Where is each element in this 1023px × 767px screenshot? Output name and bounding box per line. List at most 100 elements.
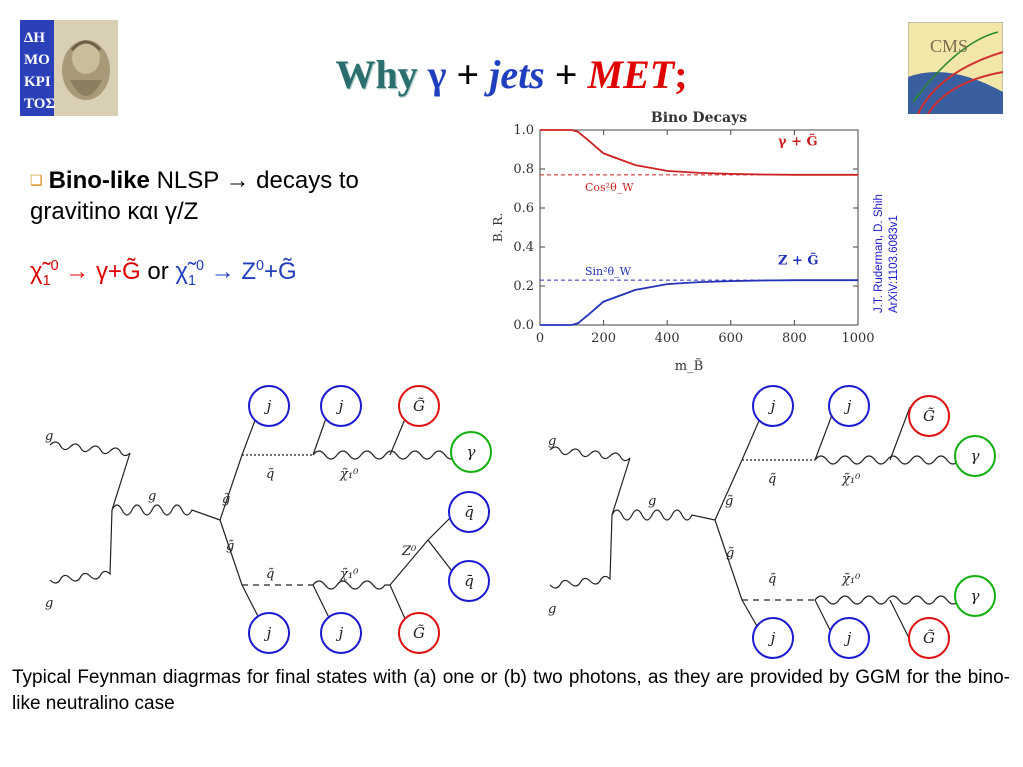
label-squark-top-b: q̃ <box>768 472 776 487</box>
label-gluon-top-b: g <box>548 434 556 449</box>
bino-decays-svg: Bino Decays 0.0 0.2 0.4 0.6 0.8 1.0 0 200 400 600 8… <box>491 110 875 374</box>
chi-red-sup: 0 <box>50 258 59 274</box>
particle-label: j <box>266 397 272 415</box>
label-z-boson: Z⁰ <box>401 544 417 559</box>
particle-label: j <box>338 397 344 415</box>
title-plus-2: + <box>554 52 578 97</box>
particle-label: j <box>770 629 776 647</box>
x-tick-label: 600 <box>718 331 743 346</box>
bullet-text-2: gravitino και γ/Z <box>30 198 199 225</box>
particle-circle: G̃ <box>908 395 950 437</box>
y-tick-label: 0.2 <box>513 279 534 294</box>
label-gluino-bottom-b: g̃ <box>726 546 734 561</box>
y-tick-label: 0.6 <box>513 201 534 216</box>
x-axis-label: m_B̃ <box>675 358 703 374</box>
series-label: Z + G̃ <box>778 252 819 268</box>
title-plus-1: + <box>456 52 480 97</box>
particle-circle: q̄ <box>448 560 490 602</box>
particle-label: γ <box>970 587 980 605</box>
particle-label: G̃ <box>923 629 935 647</box>
x-tick-label: 400 <box>655 331 680 346</box>
series-line-z <box>540 279 858 326</box>
particle-label: j <box>846 397 852 415</box>
particle-circle: q̄ <box>448 491 490 533</box>
label-neutralino-top-b: χ̃₁⁰ <box>841 472 861 487</box>
x-tick-label: 0 <box>536 331 544 346</box>
chi-blue-sup: 0 <box>195 258 204 274</box>
label-neutralino-bottom-b: χ̃₁⁰ <box>841 572 861 587</box>
bullet-strong: Bino-like <box>48 167 150 194</box>
reference-citation: J.T. Ruderman, D. Shih ArXiV:1103.6083v1 <box>866 165 906 315</box>
page-title: Why γ + jets + MET; <box>0 50 1023 100</box>
particle-circle: G̃ <box>398 385 440 427</box>
particle-circle: j <box>320 385 362 427</box>
series-line-photon <box>540 129 858 176</box>
decay-line: χ̃10 → γ+G̃ or χ̃10 → Z0+G̃ <box>30 258 297 289</box>
title-why: Why <box>335 52 418 97</box>
reference-line-label: Cos²θ_W <box>585 181 634 194</box>
particle-label: j <box>266 624 272 642</box>
particle-circle: γ <box>450 431 492 473</box>
particle-circle: G̃ <box>908 617 950 659</box>
bullet-square-icon: ❑ <box>30 172 43 188</box>
label-gluon-bottom-b: g <box>548 602 556 617</box>
x-tick-label: 1000 <box>841 331 874 346</box>
decay-or: or <box>140 258 176 285</box>
series-label: γ + G̃ <box>778 133 818 149</box>
particle-circle: j <box>828 385 870 427</box>
feynman-diagram-a: .ln { stroke:#222; stroke-width:1.2; fil… <box>30 385 510 655</box>
title-semicolon: ; <box>674 52 688 97</box>
particle-label: G̃ <box>923 407 935 425</box>
particle-circle: γ <box>954 575 996 617</box>
particle-label: q̄ <box>464 503 474 521</box>
label-gluon-bottom: g <box>45 596 53 611</box>
reference-line-label: Sin²θ_W <box>585 265 632 278</box>
figure-caption: Typical Feynman diagrmas for final state… <box>12 667 1010 714</box>
particle-circle: j <box>752 617 794 659</box>
cms-logo: CMS <box>907 21 1004 115</box>
particle-circle: γ <box>954 435 996 477</box>
label-gluino-top: g̃ <box>222 492 230 507</box>
x-tick-label: 200 <box>591 331 616 346</box>
particle-circle: j <box>828 617 870 659</box>
chart-title: Bino Decays <box>651 110 747 126</box>
svg-text:ΤΟΣ: ΤΟΣ <box>24 96 55 112</box>
particle-label: j <box>846 629 852 647</box>
z-sup: 0 <box>256 258 265 274</box>
particle-label: γ <box>466 443 476 461</box>
x-tick-label: 800 <box>782 331 807 346</box>
feynman-diagram-b: .ln2 { stroke:#222; stroke-width:1.2; fi… <box>530 385 1010 660</box>
particle-circle: j <box>248 612 290 654</box>
decay-photon: → γ+G̃ <box>58 258 141 285</box>
democritus-logo: ΔΗ ΜΟ ΚΡΙ ΤΟΣ <box>20 20 118 116</box>
label-squark-bottom-b: q̃ <box>768 572 776 587</box>
chi-red: χ̃ <box>30 258 43 285</box>
label-gluino-bottom: g̃ <box>226 539 234 554</box>
label-gluon-mid: g <box>148 489 156 504</box>
bullet-point: ❑ Bino-like NLSP → decays to gravitino κα… <box>30 165 450 227</box>
particle-circle: j <box>248 385 290 427</box>
particle-label: j <box>338 624 344 642</box>
svg-text:CMS: CMS <box>930 36 968 56</box>
particle-label: G̃ <box>413 397 425 415</box>
particle-circle: G̃ <box>398 612 440 654</box>
chi-blue-sub: 1 <box>187 272 196 289</box>
y-tick-label: 0.8 <box>513 162 534 177</box>
y-axis-label: B. R. <box>491 213 505 242</box>
reference-line-2: ArXiV:1103.6083v1 <box>888 215 900 313</box>
title-gamma: γ <box>427 52 447 97</box>
label-gluon-mid-b: g <box>648 494 656 509</box>
chi-red-sub: 1 <box>42 272 51 289</box>
chi-blue: χ̃ <box>175 258 188 285</box>
label-neutralino-top: χ̃₁⁰ <box>339 467 359 482</box>
decay-z: → Z <box>204 258 256 285</box>
chart-frame <box>539 129 859 326</box>
svg-text:ΜΟ: ΜΟ <box>24 52 50 68</box>
label-gluon-top: g <box>45 429 53 444</box>
label-neutralino-bottom: χ̃₁⁰ <box>339 567 359 582</box>
bullet-text-1: NLSP → decays to <box>149 167 359 194</box>
decay-z-gravitino: +G̃ <box>264 258 297 285</box>
svg-text:ΚΡΙ: ΚΡΙ <box>24 74 51 90</box>
reference-line-1: J.T. Ruderman, D. Shih <box>873 194 885 313</box>
y-tick-label: 0.0 <box>513 318 534 333</box>
